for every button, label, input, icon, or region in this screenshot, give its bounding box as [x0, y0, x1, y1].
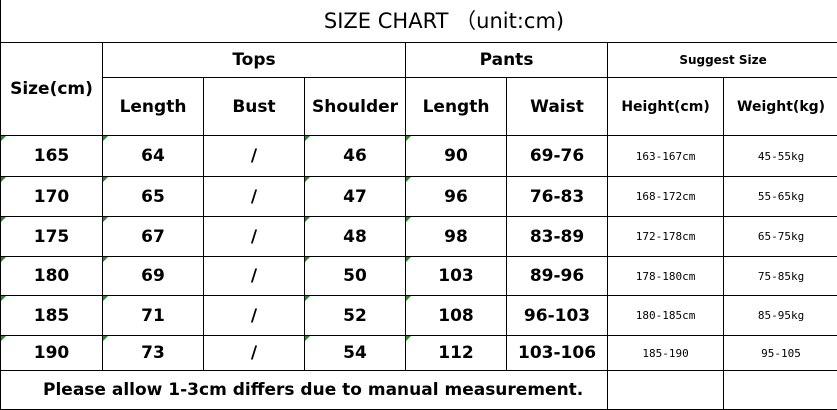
cell-height: 168-172cm: [608, 177, 724, 217]
size-chart-table: Size(cm) Tops Pants Suggest Size Length …: [0, 42, 837, 410]
cell-waist: 89-96: [507, 257, 608, 296]
cell-weight: 55-65kg: [724, 177, 837, 217]
cell-shoulder: 48: [305, 217, 406, 257]
cell-height: 178-180cm: [608, 257, 724, 296]
cell-weight: 75-85kg: [724, 257, 837, 296]
cell-size: 175: [1, 217, 103, 257]
cell-pants-length: 103: [406, 257, 507, 296]
page-title: SIZE CHART （unit:cm): [0, 0, 837, 42]
cell-tops-length: 65: [103, 177, 204, 217]
cell-shoulder: 46: [305, 136, 406, 177]
empty-cell: [608, 371, 724, 410]
cell-weight: 95-105: [724, 336, 837, 371]
header-weight: Weight(kg): [724, 78, 837, 136]
cell-shoulder: 54: [305, 336, 406, 371]
cell-bust: /: [204, 257, 305, 296]
footer-note: Please allow 1-3cm differs due to manual…: [1, 371, 608, 410]
cell-tops-length: 73: [103, 336, 204, 371]
cell-shoulder: 47: [305, 177, 406, 217]
cell-pants-length: 90: [406, 136, 507, 177]
cell-weight: 85-95kg: [724, 296, 837, 336]
cell-height: 163-167cm: [608, 136, 724, 177]
header-tops-length: Length: [103, 78, 204, 136]
cell-tops-length: 67: [103, 217, 204, 257]
cell-bust: /: [204, 296, 305, 336]
cell-height: 180-185cm: [608, 296, 724, 336]
cell-tops-length: 69: [103, 257, 204, 296]
cell-pants-length: 108: [406, 296, 507, 336]
cell-tops-length: 64: [103, 136, 204, 177]
header-suggest-size: Suggest Size: [608, 43, 837, 78]
cell-pants-length: 98: [406, 217, 507, 257]
cell-height: 185-190: [608, 336, 724, 371]
cell-bust: /: [204, 136, 305, 177]
cell-bust: /: [204, 217, 305, 257]
cell-height: 172-178cm: [608, 217, 724, 257]
header-pants-length: Length: [406, 78, 507, 136]
header-tops: Tops: [103, 43, 406, 78]
cell-waist: 83-89: [507, 217, 608, 257]
cell-size: 190: [1, 336, 103, 371]
cell-waist: 96-103: [507, 296, 608, 336]
cell-bust: /: [204, 336, 305, 371]
cell-size: 165: [1, 136, 103, 177]
cell-weight: 65-75kg: [724, 217, 837, 257]
header-size: Size(cm): [1, 43, 103, 136]
cell-waist: 69-76: [507, 136, 608, 177]
cell-waist: 76-83: [507, 177, 608, 217]
cell-shoulder: 50: [305, 257, 406, 296]
cell-size: 185: [1, 296, 103, 336]
empty-cell: [724, 371, 837, 410]
cell-weight: 45-55kg: [724, 136, 837, 177]
cell-waist: 103-106: [507, 336, 608, 371]
cell-shoulder: 52: [305, 296, 406, 336]
header-pants: Pants: [406, 43, 608, 78]
cell-pants-length: 112: [406, 336, 507, 371]
cell-tops-length: 71: [103, 296, 204, 336]
cell-size: 170: [1, 177, 103, 217]
header-bust: Bust: [204, 78, 305, 136]
cell-bust: /: [204, 177, 305, 217]
header-shoulder: Shoulder: [305, 78, 406, 136]
header-waist: Waist: [507, 78, 608, 136]
header-height: Height(cm): [608, 78, 724, 136]
cell-pants-length: 96: [406, 177, 507, 217]
cell-size: 180: [1, 257, 103, 296]
